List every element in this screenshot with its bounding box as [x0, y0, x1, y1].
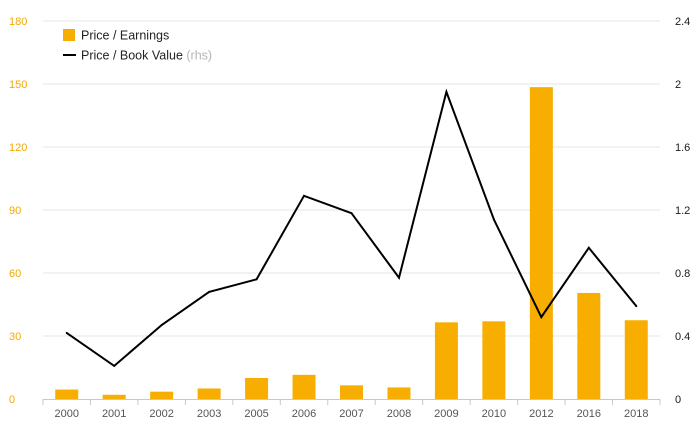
y-right-tick-label: 0.4	[675, 331, 690, 343]
axes: 0 30 60 90 120 150 180 0 0.4 0.8 1.2 1.6 2 2.4 2000 200…	[9, 16, 690, 420]
y-left-tick-label: 30	[9, 331, 21, 343]
x-tick-label: 2012	[529, 408, 553, 420]
y-right-tick-label: 0.8	[675, 268, 690, 280]
y-left-tick-label: 60	[9, 268, 21, 280]
point-price-book-value	[587, 246, 590, 249]
x-tick-label: 2005	[244, 408, 268, 420]
bar-price-earnings	[529, 87, 553, 400]
bar-price-earnings	[340, 385, 363, 399]
bar-price-earnings	[434, 322, 458, 399]
bar-price-earnings	[387, 387, 411, 399]
bar-price-earnings	[292, 374, 316, 399]
grid-lines	[43, 20, 660, 337]
y-left-tick-label: 150	[9, 79, 27, 91]
point-price-book-value	[445, 90, 448, 93]
y-right-tick-label: 1.6	[675, 142, 690, 154]
point-price-book-value	[255, 278, 258, 281]
bar-price-earnings	[624, 320, 648, 399]
legend-label-price-earnings: Price / Earnings	[81, 29, 169, 43]
legend-label-price-book-value-name: Price / Book Value	[81, 49, 183, 63]
x-tick-label: 2009	[434, 408, 458, 420]
point-price-book-value	[208, 290, 211, 293]
legend-swatch-price-earnings	[63, 29, 75, 41]
bars	[55, 87, 648, 400]
x-tick-label: 2002	[149, 408, 173, 420]
point-price-book-value	[350, 212, 353, 215]
x-tick-label: 2001	[102, 408, 126, 420]
line-series	[65, 88, 638, 368]
x-tick-label: 2007	[339, 408, 363, 420]
x-tick-label: 2003	[197, 408, 221, 420]
bar-price-earnings	[102, 394, 126, 399]
bar-price-earnings	[55, 389, 79, 399]
point-price-book-value	[397, 276, 400, 279]
y-left-tick-label: 120	[9, 142, 27, 154]
x-tick-label: 2018	[624, 408, 648, 420]
x-tick-label: 2010	[482, 408, 506, 420]
legend-label-price-book-value: Price / Book Value (rhs)	[81, 49, 212, 63]
y-right-tick-label: 2	[675, 79, 681, 91]
point-price-book-value	[303, 194, 306, 197]
legend: Price / Earnings Price / Book Value (rhs…	[63, 29, 212, 63]
point-price-book-value	[540, 316, 543, 319]
bar-price-earnings	[482, 321, 506, 399]
y-right-tick-label: 1.2	[675, 205, 690, 217]
point-price-book-value	[492, 218, 495, 221]
y-right-tick-label: 0	[675, 394, 681, 406]
y-left-tick-label: 180	[9, 16, 27, 28]
legend-label-rhs: (rhs)	[186, 49, 212, 63]
bar-price-earnings	[245, 378, 269, 399]
bar-price-earnings	[197, 388, 221, 399]
bar-price-earnings	[577, 292, 601, 399]
x-tick-label: 2000	[54, 408, 78, 420]
point-price-book-value	[113, 364, 116, 367]
point-price-book-value	[635, 305, 638, 308]
bar-price-earnings	[150, 391, 174, 399]
y-right-tick-label: 2.4	[675, 16, 690, 28]
x-tick-label: 2016	[577, 408, 601, 420]
y-left-tick-label: 0	[9, 394, 15, 406]
y-left-tick-label: 90	[9, 205, 21, 217]
x-tick-label: 2008	[387, 408, 411, 420]
point-price-book-value	[65, 331, 68, 334]
point-price-book-value	[160, 323, 163, 326]
x-tick-label: 2006	[292, 408, 316, 420]
